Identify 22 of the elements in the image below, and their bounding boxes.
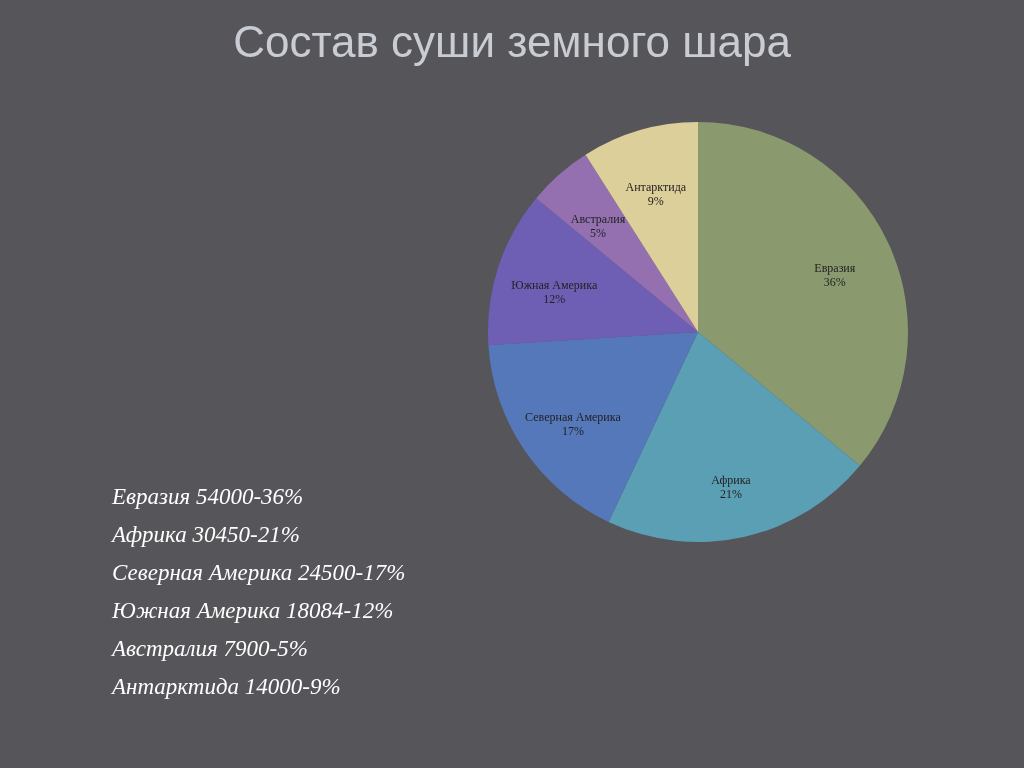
slice-label: Северная Америка xyxy=(525,409,622,424)
text: Антарктида 14000-9% xyxy=(110,674,341,699)
slice-label: Евразия xyxy=(814,260,856,275)
data-label: 17% xyxy=(561,423,584,438)
data-label: 12% xyxy=(543,292,566,307)
chart-title: Состав суши земного шара xyxy=(233,17,792,66)
slice-label: Южная Америка xyxy=(511,278,598,293)
data-label: 36% xyxy=(823,274,846,289)
slice-label: Африка xyxy=(711,472,752,487)
data-label: 21% xyxy=(719,486,742,501)
slice-label: Австралия xyxy=(570,211,626,226)
text: Африка 30450-21% xyxy=(110,522,300,547)
text: Южная Америка 18084-12% xyxy=(111,598,394,623)
pie-slice xyxy=(488,198,698,346)
text: Евразия 54000-36% xyxy=(111,484,304,509)
pie-slice xyxy=(698,122,908,466)
data-label: 9% xyxy=(647,193,664,208)
text: Северная Америка 24500-17% xyxy=(112,560,406,585)
text: Австралия 7900-5% xyxy=(110,636,308,661)
data-label: 5% xyxy=(590,225,607,240)
slice-label: Антарктида xyxy=(625,179,687,194)
pie-slice xyxy=(488,332,698,523)
